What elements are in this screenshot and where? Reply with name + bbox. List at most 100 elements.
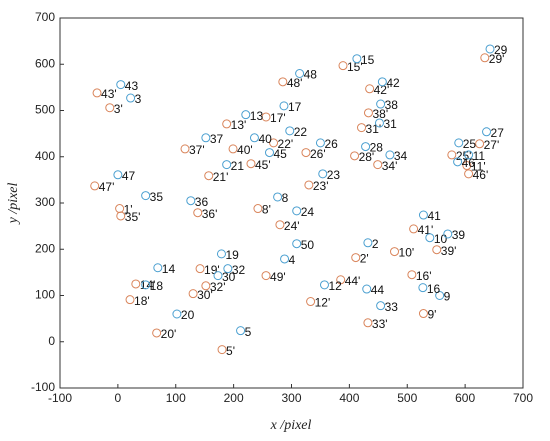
point-label: 22	[294, 125, 308, 139]
point-label: 47'	[99, 180, 115, 194]
point	[374, 118, 384, 128]
point	[204, 171, 214, 181]
point	[443, 229, 453, 239]
point	[253, 204, 263, 214]
point-label: 21	[231, 159, 245, 173]
point-label: 19	[225, 248, 239, 262]
point-label: 44	[371, 283, 385, 297]
point	[351, 253, 361, 263]
point-label: 25'	[456, 149, 472, 163]
point-label: 39	[452, 228, 466, 242]
point	[141, 191, 151, 201]
point	[105, 103, 115, 113]
point-label: 11	[473, 149, 486, 163]
plot-frame	[59, 17, 524, 389]
point	[318, 169, 328, 179]
point	[261, 271, 271, 281]
y-tick-label: -100	[31, 380, 55, 394]
point-label: 45	[274, 147, 288, 161]
point	[363, 238, 373, 248]
point	[201, 133, 211, 143]
point	[306, 297, 316, 307]
point-label: 30	[222, 270, 236, 284]
point-label: 12	[328, 279, 342, 293]
point-label: 15	[361, 53, 375, 67]
point-label: 23	[327, 168, 341, 182]
point	[236, 326, 246, 336]
x-tick-label: 700	[513, 391, 533, 405]
point	[186, 196, 196, 206]
point	[246, 159, 256, 169]
point	[228, 144, 238, 154]
point	[280, 254, 290, 264]
x-tick-label: 600	[455, 391, 475, 405]
point-label: 43'	[101, 87, 117, 101]
point	[363, 318, 373, 328]
point-label: 29'	[489, 52, 505, 66]
point-label: 38'	[372, 107, 388, 121]
point-label: 18'	[134, 294, 150, 308]
point	[418, 283, 428, 293]
point	[464, 150, 474, 160]
point	[377, 77, 387, 87]
point-label: 25	[463, 137, 477, 151]
x-tick-label: -100	[48, 391, 72, 405]
y-axis-title: y /pixel	[6, 182, 21, 225]
point-label: 36	[195, 195, 209, 209]
point	[222, 160, 232, 170]
point-label: 27	[491, 126, 505, 140]
point	[336, 275, 346, 285]
point-label: 33'	[372, 317, 388, 331]
point-label: 3'	[114, 102, 123, 116]
point-label: 9'	[427, 308, 436, 322]
y-tick-label: 100	[35, 288, 55, 302]
point	[172, 309, 182, 319]
point-label: 32	[232, 263, 246, 277]
point-label: 40'	[237, 143, 253, 157]
point	[217, 345, 227, 355]
point-label: 14	[162, 262, 176, 276]
point-label: 31	[383, 117, 397, 131]
point-label: 38	[385, 98, 399, 112]
point-label: 9	[444, 290, 451, 304]
point	[113, 170, 123, 180]
point	[485, 44, 495, 54]
x-tick-label: 0	[115, 391, 122, 405]
point-label: 13'	[231, 118, 247, 132]
point	[385, 150, 395, 160]
point	[435, 291, 445, 300]
point-label: 50	[301, 238, 315, 252]
point	[304, 180, 314, 190]
point-label: 10'	[399, 246, 415, 260]
point-label: 26	[324, 137, 338, 151]
point	[315, 138, 325, 148]
point	[292, 239, 302, 249]
point-label: 19'	[204, 263, 220, 277]
point	[376, 301, 386, 311]
x-axis-title: x /pixel	[270, 418, 312, 433]
point	[418, 309, 428, 319]
point-label: 41'	[418, 223, 434, 237]
point-label: 16	[427, 282, 441, 296]
x-tick-label: 400	[339, 391, 359, 405]
point-label: 46	[462, 156, 476, 170]
point-label: 2'	[360, 252, 369, 266]
point-label: 5	[245, 325, 252, 339]
point-label: 28	[370, 141, 384, 155]
point	[223, 264, 233, 274]
point-label: 11'	[471, 160, 486, 174]
point-label: 28'	[359, 150, 375, 164]
point-label: 48'	[287, 76, 303, 90]
point	[241, 110, 251, 120]
point-label: 13	[250, 109, 264, 123]
point	[116, 80, 126, 90]
y-tick-label: 500	[35, 103, 55, 117]
point-label: 37	[210, 132, 224, 146]
point	[453, 157, 463, 167]
y-tick-label: 600	[35, 56, 55, 70]
y-tick-label: 400	[35, 149, 55, 163]
point	[432, 245, 442, 255]
point	[447, 150, 457, 160]
point-label: 41	[427, 209, 441, 223]
point	[201, 281, 211, 291]
